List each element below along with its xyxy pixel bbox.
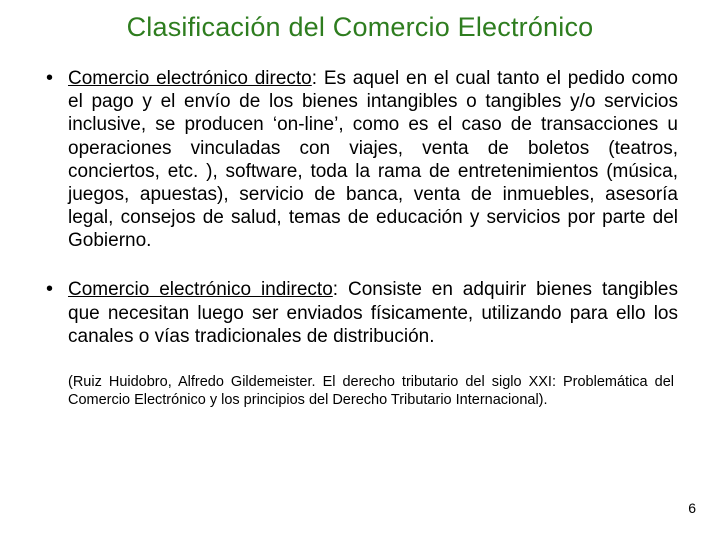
slide: Clasificación del Comercio Electrónico C… [0, 0, 720, 540]
citation: (Ruiz Huidobro, Alfredo Gildemeister. El… [42, 374, 678, 409]
list-item: Comercio electrónico directo: Es aquel e… [42, 67, 678, 252]
list-item: Comercio electrónico indirecto: Consiste… [42, 278, 678, 348]
bullet-term: Comercio electrónico indirecto [68, 279, 333, 300]
slide-title: Clasificación del Comercio Electrónico [42, 12, 678, 43]
bullet-rest: : Es aquel en el cual tanto el pedido co… [68, 68, 678, 251]
bullet-paragraph: Comercio electrónico indirecto: Consiste… [68, 278, 678, 348]
bullet-list: Comercio electrónico directo: Es aquel e… [42, 67, 678, 348]
bullet-paragraph: Comercio electrónico directo: Es aquel e… [68, 67, 678, 252]
page-number: 6 [688, 500, 696, 516]
bullet-term: Comercio electrónico directo [68, 68, 312, 89]
